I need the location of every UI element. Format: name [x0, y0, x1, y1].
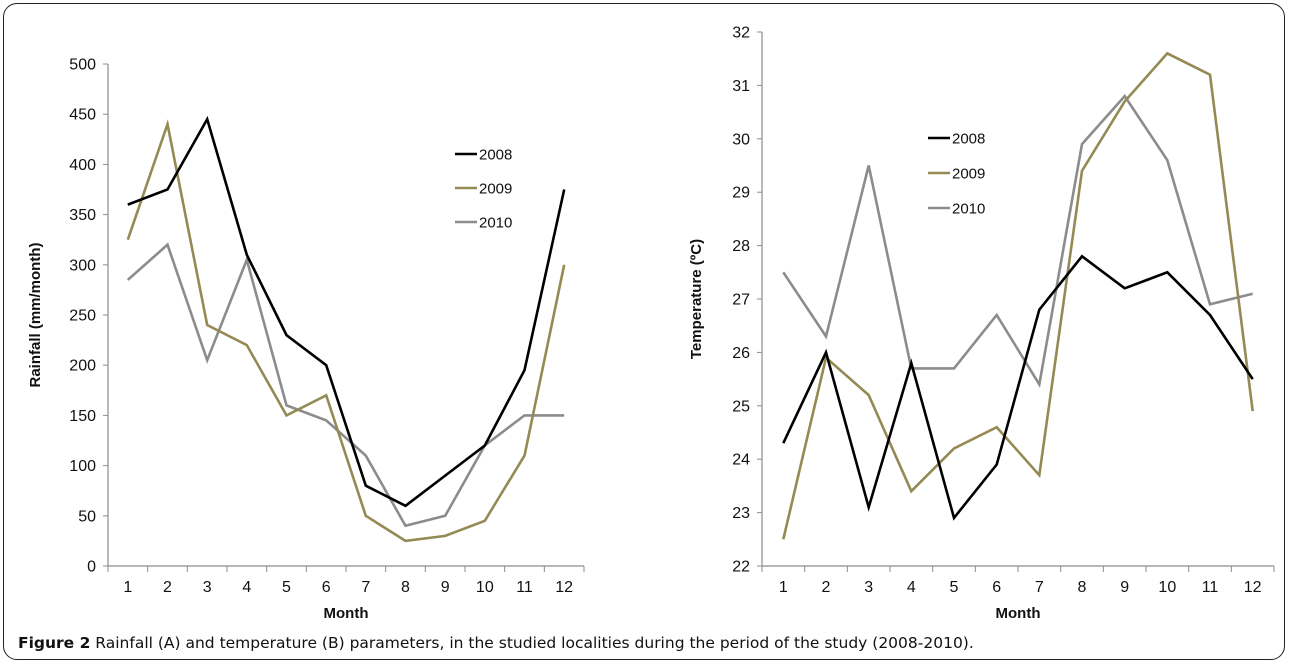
rainfall-y-tick-label: 200: [69, 358, 96, 375]
temperature-y-tick-label: 28: [732, 238, 750, 255]
rainfall-y-tick-label: 300: [69, 257, 96, 274]
temperature-x-tick-label: 3: [864, 579, 873, 596]
rainfall-y-tick-label: 0: [87, 559, 96, 576]
rainfall-x-tick-label: 3: [203, 579, 212, 596]
temperature-y-tick-label: 31: [732, 78, 750, 95]
rainfall-series-line-2008: [127, 115, 566, 508]
rainfall-x-axis-title: Month: [324, 605, 369, 622]
caption-label: Figure 2: [18, 634, 91, 652]
temperature-x-tick-label: 7: [1035, 579, 1044, 596]
rainfall-x-tick-label: 6: [322, 579, 331, 596]
temperature-x-tick-label: 11: [1202, 579, 1219, 596]
rainfall-y-tick-label: 500: [69, 57, 96, 74]
rainfall-y-tick-label: 150: [69, 408, 96, 425]
rainfall-x-tick-label: 8: [401, 579, 410, 596]
rainfall-y-axis-title: Rainfall (mm/month): [27, 242, 44, 387]
temperature-y-tick-label: 29: [732, 185, 750, 202]
temperature-y-tick-label: 22: [732, 559, 750, 576]
caption-text: Rainfall (A) and temperature (B) paramet…: [90, 634, 974, 652]
rainfall-y-tick-label: 400: [69, 157, 96, 174]
temperature-y-tick-label: 30: [732, 131, 750, 148]
temperature-x-tick-label: 5: [950, 579, 959, 596]
temperature-series-line-2009: [782, 51, 1254, 540]
rainfall-y-tick-label: 50: [78, 508, 96, 525]
temperature-legend-label-2008: 2008: [952, 131, 985, 148]
temperature-y-tick-label: 32: [732, 25, 750, 42]
temperature-legend-label-2009: 2009: [952, 166, 985, 183]
figure-caption: Figure 2 Rainfall (A) and temperature (B…: [18, 634, 974, 652]
rainfall-x-tick-label: 2: [163, 579, 172, 596]
temperature-y-tick-label: 24: [732, 452, 750, 469]
figure-frame: [3, 3, 1285, 660]
temperature-y-tick-label: 26: [732, 345, 750, 362]
rainfall-y-tick-label: 450: [69, 107, 96, 124]
rainfall-legend-label-2010: 2010: [479, 215, 512, 232]
temperature-series-line-2008: [782, 254, 1254, 521]
temperature-x-tick-label: 1: [779, 579, 788, 596]
temperature-y-tick-label: 25: [732, 398, 750, 415]
temperature-series-line-2010: [782, 93, 1254, 388]
temperature-x-tick-label: 10: [1158, 579, 1176, 596]
rainfall-x-tick-label: 7: [361, 579, 370, 596]
rainfall-x-tick-label: 10: [476, 579, 494, 596]
rainfall-legend-label-2008: 2008: [479, 147, 512, 164]
temperature-x-tick-label: 9: [1120, 579, 1129, 596]
rainfall-x-tick-label: 1: [123, 579, 132, 596]
temperature-x-tick-label: 12: [1244, 579, 1262, 596]
rainfall-legend-label-2009: 2009: [479, 181, 512, 198]
temperature-y-tick-label: 23: [732, 505, 750, 522]
temperature-legend-label-2010: 2010: [952, 201, 985, 218]
rainfall-x-tick-label: 5: [282, 579, 291, 596]
temperature-x-tick-label: 4: [907, 579, 916, 596]
rainfall-x-tick-label: 11: [516, 579, 533, 596]
rainfall-x-tick-label: 9: [441, 579, 450, 596]
rainfall-y-tick-label: 350: [69, 207, 96, 224]
temperature-x-axis-title: Month: [996, 605, 1041, 622]
rainfall-x-tick-label: 12: [555, 579, 573, 596]
rainfall-y-tick-label: 100: [69, 458, 96, 475]
rainfall-series-line-2009: [126, 119, 566, 543]
rainfall-series-line-2010: [126, 242, 565, 528]
temperature-x-tick-label: 6: [992, 579, 1001, 596]
temperature-x-tick-label: 8: [1078, 579, 1087, 596]
temperature-x-tick-label: 2: [822, 579, 831, 596]
temperature-y-tick-label: 27: [732, 292, 750, 309]
rainfall-x-tick-label: 4: [242, 579, 251, 596]
temperature-y-axis-title: Temperature (ºC): [688, 239, 705, 359]
rainfall-y-tick-label: 250: [69, 308, 96, 325]
